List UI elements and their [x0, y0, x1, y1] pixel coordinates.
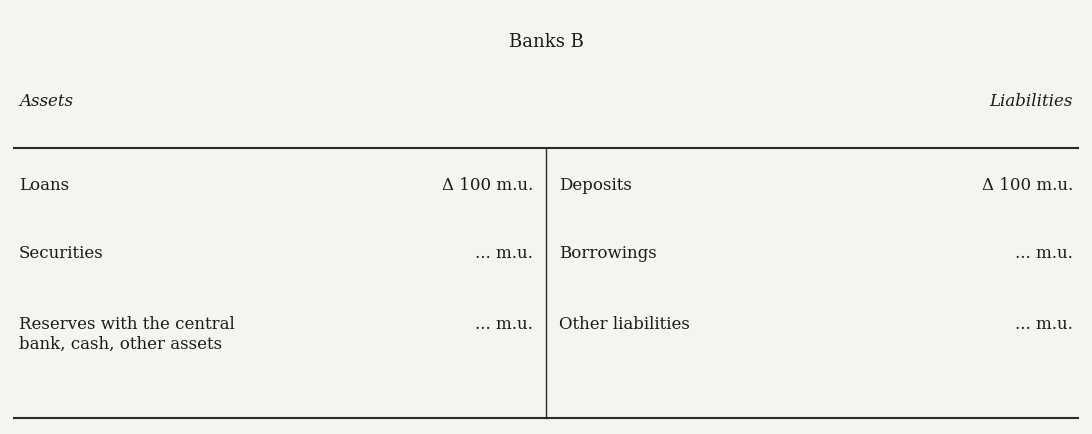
Text: ... m.u.: ... m.u. [475, 245, 533, 262]
Text: Δ 100 m.u.: Δ 100 m.u. [982, 176, 1073, 193]
Text: ... m.u.: ... m.u. [1016, 316, 1073, 332]
Text: Borrowings: Borrowings [559, 245, 656, 262]
Text: Reserves with the central
bank, cash, other assets: Reserves with the central bank, cash, ot… [19, 316, 235, 352]
Text: Assets: Assets [19, 93, 73, 110]
Text: Other liabilities: Other liabilities [559, 316, 690, 332]
Text: ... m.u.: ... m.u. [475, 316, 533, 332]
Text: ... m.u.: ... m.u. [1016, 245, 1073, 262]
Text: Deposits: Deposits [559, 176, 632, 193]
Text: Liabilities: Liabilities [989, 93, 1073, 110]
Text: Δ 100 m.u.: Δ 100 m.u. [441, 176, 533, 193]
Text: Banks B: Banks B [509, 33, 583, 51]
Text: Loans: Loans [19, 176, 69, 193]
Text: Securities: Securities [19, 245, 104, 262]
